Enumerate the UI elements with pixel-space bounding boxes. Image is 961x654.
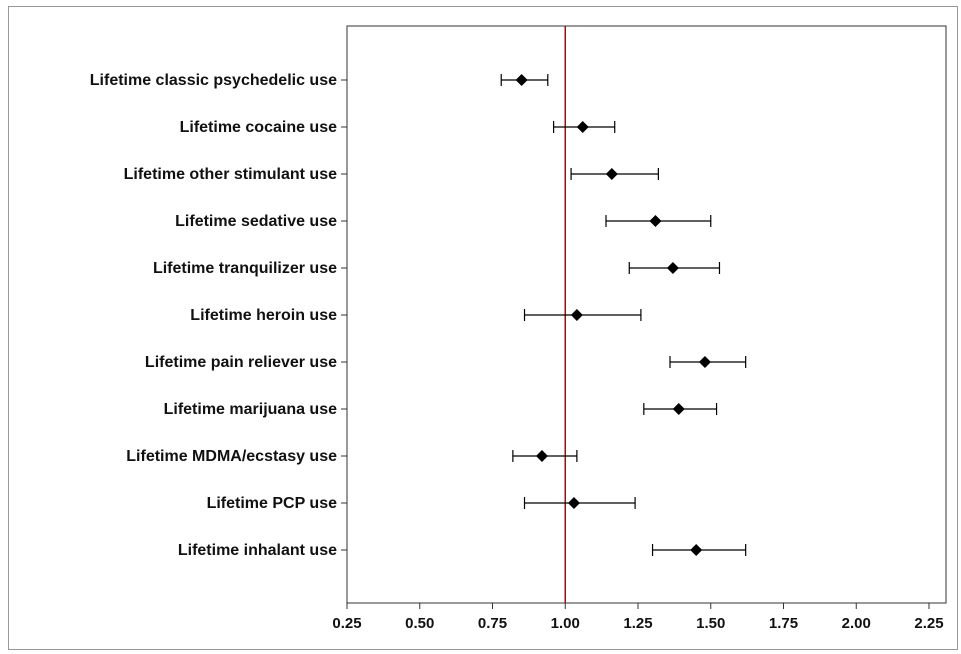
category-label: Lifetime pain reliever use <box>145 354 337 371</box>
category-label: Lifetime PCP use <box>207 495 338 512</box>
point-estimate-marker <box>576 121 589 133</box>
category-label: Lifetime marijuana use <box>164 401 337 418</box>
category-label: Lifetime other stimulant use <box>124 166 337 183</box>
category-label: Lifetime cocaine use <box>180 119 337 136</box>
x-tick-label: 1.50 <box>696 615 725 632</box>
point-estimate-marker <box>605 168 618 180</box>
x-tick-label: 1.00 <box>551 615 580 632</box>
point-estimate-marker <box>666 262 679 274</box>
point-estimate-marker <box>570 309 583 321</box>
x-tick-label: 0.25 <box>332 615 361 632</box>
category-label: Lifetime MDMA/ecstasy use <box>126 448 337 465</box>
point-estimate-marker <box>690 544 703 556</box>
point-estimate-marker <box>698 356 711 368</box>
x-tick-label: 0.75 <box>478 615 507 632</box>
category-label: Lifetime inhalant use <box>178 542 337 559</box>
point-estimate-marker <box>672 403 685 415</box>
category-label: Lifetime tranquilizer use <box>153 260 337 277</box>
x-tick-label: 1.25 <box>623 615 652 632</box>
point-estimate-marker <box>515 74 528 86</box>
category-label: Lifetime heroin use <box>190 307 337 324</box>
category-label: Lifetime sedative use <box>175 213 337 230</box>
plot-area <box>346 25 947 604</box>
x-tick-label: 1.75 <box>769 615 798 632</box>
point-estimate-marker <box>535 450 548 462</box>
category-label: Lifetime classic psychedelic use <box>90 72 337 89</box>
figure-frame <box>8 6 958 650</box>
point-estimate-marker <box>649 215 662 227</box>
x-tick-label: 2.25 <box>914 615 943 632</box>
point-estimate-marker <box>567 497 580 509</box>
x-tick-label: 0.50 <box>405 615 434 632</box>
x-tick-label: 2.00 <box>842 615 871 632</box>
